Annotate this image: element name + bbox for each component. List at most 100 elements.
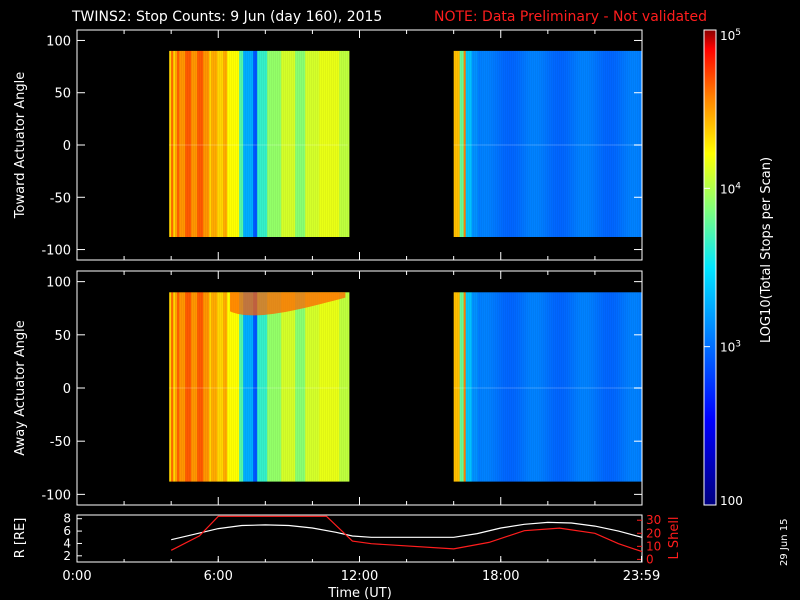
heatmap-column (475, 292, 478, 482)
heatmap-column (497, 292, 500, 482)
heatmap-column (189, 50, 192, 238)
heatmap-column (211, 292, 214, 482)
heatmap-column (623, 50, 626, 238)
heatmap-column (275, 292, 278, 482)
heatmap-column (269, 50, 272, 238)
heatmap-column (287, 50, 290, 238)
heatmap-column (519, 50, 522, 238)
x-axis-label: Time (UT) (327, 586, 392, 600)
heatmap-column (453, 50, 456, 238)
heatmap-column (605, 292, 608, 482)
heatmap-column (633, 50, 636, 238)
heatmap-column (239, 292, 242, 482)
y-tick-label: -50 (50, 435, 71, 450)
heatmap-column (617, 50, 620, 238)
heatmap-column (573, 292, 576, 482)
heatmap-column (321, 292, 324, 482)
heatmap-column (481, 292, 484, 482)
heatmap-column (615, 292, 618, 482)
heatmap-column (465, 50, 468, 238)
heatmap-column (237, 292, 240, 482)
mid-y-ticks: 100 50 0 -50 -100 (41, 271, 643, 505)
heatmap-column (173, 50, 176, 238)
heatmap-column (201, 292, 204, 482)
heatmap-column (219, 292, 222, 482)
heatmap-column (287, 292, 290, 482)
heatmap-column (525, 292, 528, 482)
heatmap-column (313, 50, 316, 238)
heatmap-column (601, 292, 604, 482)
heatmap-column (249, 50, 252, 238)
heatmap-column (169, 50, 172, 238)
heatmap-column (303, 50, 306, 238)
heatmap-column (261, 292, 264, 482)
heatmap-column (537, 50, 540, 238)
heatmap-column (265, 292, 268, 482)
top-data-blocks (169, 50, 642, 238)
heatmap-column (303, 292, 306, 482)
heatmap-column (523, 50, 526, 238)
heatmap-column (521, 292, 524, 482)
heatmap-column (507, 292, 510, 482)
heatmap-column (255, 292, 258, 482)
heatmap-column (627, 292, 630, 482)
heatmap-column (307, 50, 310, 238)
heatmap-column (613, 50, 616, 238)
heatmap-column (299, 292, 302, 482)
heatmap-column (187, 50, 190, 238)
heatmap-column (263, 50, 266, 238)
heatmap-column (515, 50, 518, 238)
time-tick-label: 12:00 (341, 569, 378, 584)
heatmap-column (529, 292, 532, 482)
heatmap-column (585, 50, 588, 238)
heatmap-column (259, 50, 262, 238)
heatmap-column (537, 292, 540, 482)
heatmap-column (269, 292, 272, 482)
heatmap-column (609, 50, 612, 238)
heatmap-column (523, 292, 526, 482)
heatmap-column (539, 292, 542, 482)
heatmap-column (533, 50, 536, 238)
heatmap-column (575, 50, 578, 238)
y-tick-label: -100 (41, 244, 71, 259)
heatmap-column (567, 292, 570, 482)
heatmap-column (543, 292, 546, 482)
heatmap-column (213, 292, 216, 482)
heatmap-column (561, 50, 564, 238)
heatmap-column (559, 292, 562, 482)
heatmap-column (193, 50, 196, 238)
heatmap-column (531, 292, 534, 482)
heatmap-column (633, 292, 636, 482)
zero-angle-band (169, 387, 348, 389)
heatmap-column (597, 292, 600, 482)
heatmap-column (483, 292, 486, 482)
heatmap-column (581, 50, 584, 238)
heatmap-column (237, 50, 240, 238)
heatmap-column (493, 292, 496, 482)
heatmap-column (207, 50, 210, 238)
heatmap-column (221, 50, 224, 238)
heatmap-column (541, 292, 544, 482)
heatmap-column (575, 292, 578, 482)
heatmap-column (337, 50, 340, 238)
heatmap-column (511, 292, 514, 482)
heatmap-column (527, 292, 530, 482)
high-count-feature (230, 292, 346, 316)
heatmap-column (517, 292, 520, 482)
heatmap-column (259, 292, 262, 482)
heatmap-column (323, 292, 326, 482)
heatmap-column (331, 50, 334, 238)
heatmap-column (247, 50, 250, 238)
heatmap-column (629, 292, 632, 482)
heatmap-column (513, 292, 516, 482)
heatmap-column (593, 50, 596, 238)
heatmap-column (475, 50, 478, 238)
heatmap-column (195, 292, 198, 482)
heatmap-column (527, 50, 530, 238)
heatmap-column (311, 292, 314, 482)
heatmap-column (619, 292, 622, 482)
heatmap-column (319, 50, 322, 238)
heatmap-column (551, 50, 554, 238)
heatmap-column (305, 292, 308, 482)
heatmap-column (459, 292, 462, 482)
